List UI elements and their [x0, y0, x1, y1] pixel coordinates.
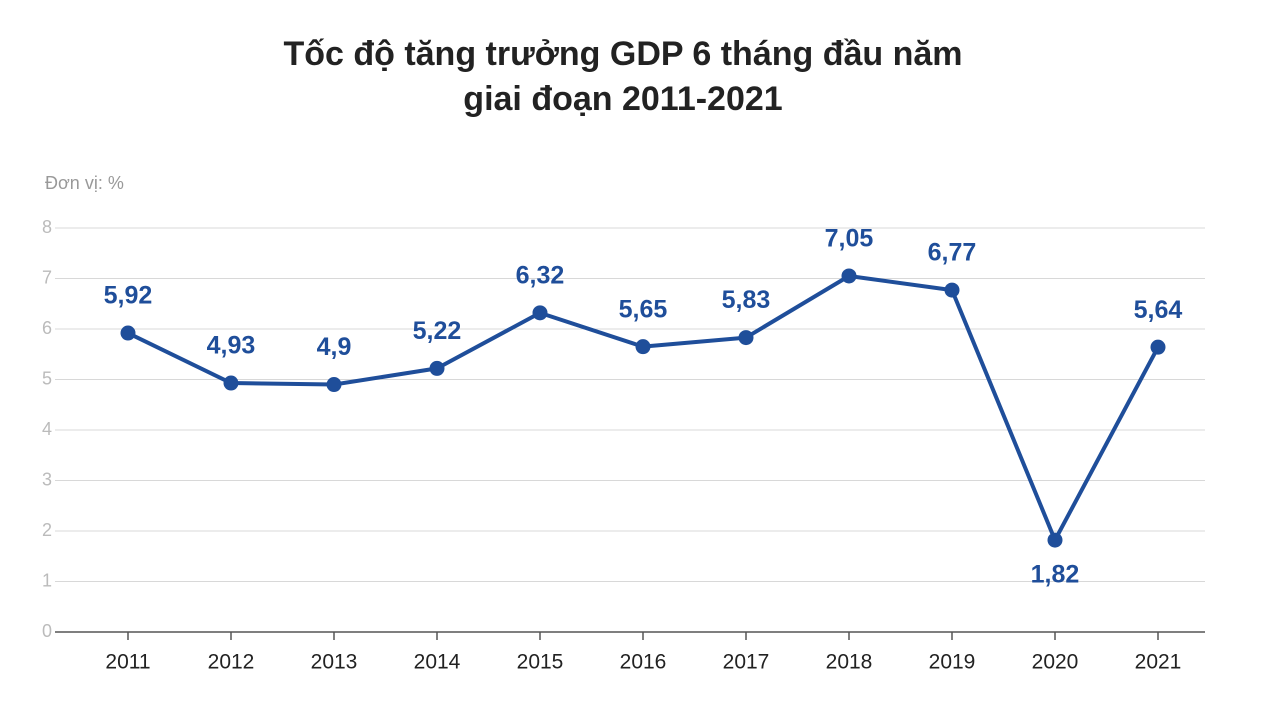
data-label: 5,83 — [722, 286, 771, 314]
point — [944, 282, 960, 298]
x-tick-label: 2016 — [620, 651, 667, 674]
data-label: 5,92 — [104, 282, 153, 310]
y-tick-label: 5 — [42, 368, 52, 388]
x-tick-label: 2019 — [929, 651, 976, 674]
data-label: 6,32 — [516, 261, 565, 289]
chart-title: giai đoạn 2011-2021 — [463, 80, 782, 118]
x-tick-label: 2014 — [414, 651, 461, 674]
y-tick-label: 4 — [42, 419, 52, 439]
x-tick-label: 2018 — [826, 651, 873, 674]
y-tick-label: 7 — [42, 267, 52, 287]
x-tick-label: 2013 — [311, 651, 358, 674]
x-tick-label: 2020 — [1032, 651, 1079, 674]
point — [326, 377, 342, 393]
data-label: 1,82 — [1031, 561, 1080, 589]
data-label: 5,22 — [413, 317, 462, 345]
y-tick-label: 3 — [42, 469, 52, 489]
x-tick-label: 2021 — [1135, 651, 1182, 674]
data-label: 5,64 — [1134, 296, 1183, 324]
point — [1047, 532, 1063, 548]
x-tick-label: 2015 — [517, 651, 564, 674]
y-tick-label: 1 — [42, 570, 52, 590]
y-tick-label: 0 — [42, 621, 52, 641]
y-tick-label: 6 — [42, 318, 52, 338]
data-label: 7,05 — [825, 225, 874, 253]
data-label: 5,65 — [619, 295, 668, 323]
point — [532, 305, 548, 321]
x-tick-label: 2012 — [208, 651, 255, 674]
data-label: 6,77 — [928, 239, 977, 267]
point — [738, 330, 754, 346]
point — [635, 339, 651, 355]
point — [223, 375, 239, 391]
data-label: 4,93 — [207, 332, 256, 360]
y-axis-label: Đơn vị: % — [45, 173, 124, 193]
point — [841, 268, 857, 284]
y-tick-label: 8 — [42, 217, 52, 237]
x-tick-label: 2017 — [723, 651, 770, 674]
y-tick-label: 2 — [42, 520, 52, 540]
point — [120, 325, 136, 341]
point — [429, 360, 445, 376]
chart-title: Tốc độ tăng trưởng GDP 6 tháng đầu năm — [283, 35, 962, 73]
point — [1150, 339, 1166, 355]
data-label: 4,9 — [317, 333, 352, 361]
x-tick-label: 2011 — [105, 651, 150, 674]
